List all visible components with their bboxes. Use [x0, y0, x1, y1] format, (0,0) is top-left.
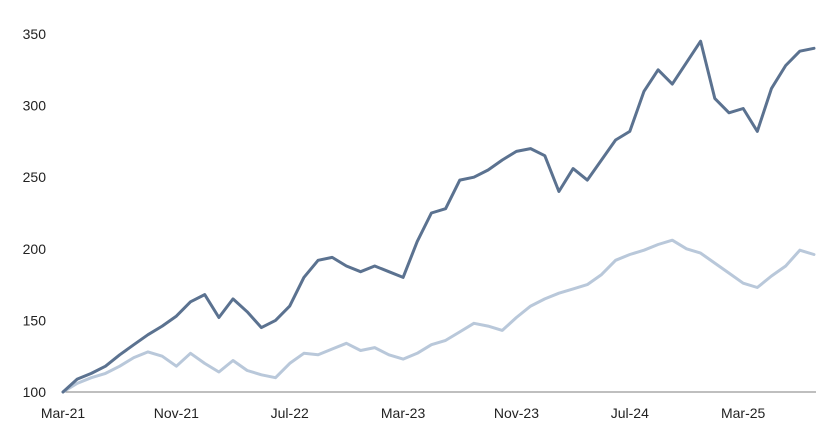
- x-axis-tick-labels: Mar-21 Nov-21 Jul-22 Mar-23 Nov-23 Jul-24 Mar-…: [41, 405, 766, 421]
- y-tick-label: 250: [23, 169, 47, 185]
- y-tick-label: 100: [23, 384, 47, 400]
- x-tick-label: Mar-25: [721, 405, 766, 421]
- x-tick-label: Nov-23: [494, 405, 539, 421]
- series-line-2: [61, 238, 816, 394]
- y-tick-label: 150: [23, 312, 47, 328]
- y-tick-label: 200: [23, 241, 47, 257]
- y-tick-label: 300: [23, 98, 47, 114]
- y-axis-tick-labels: 100 150 200 250 300 350: [23, 26, 47, 400]
- x-tick-label: Mar-21: [41, 405, 86, 421]
- x-tick-label: Nov-21: [154, 405, 199, 421]
- x-tick-label: Jul-22: [271, 405, 309, 421]
- x-tick-label: Jul-24: [611, 405, 649, 421]
- x-tick-label: Mar-23: [381, 405, 426, 421]
- series-line-1: [61, 39, 816, 394]
- series-layer: [61, 39, 816, 394]
- y-tick-label: 350: [23, 26, 47, 42]
